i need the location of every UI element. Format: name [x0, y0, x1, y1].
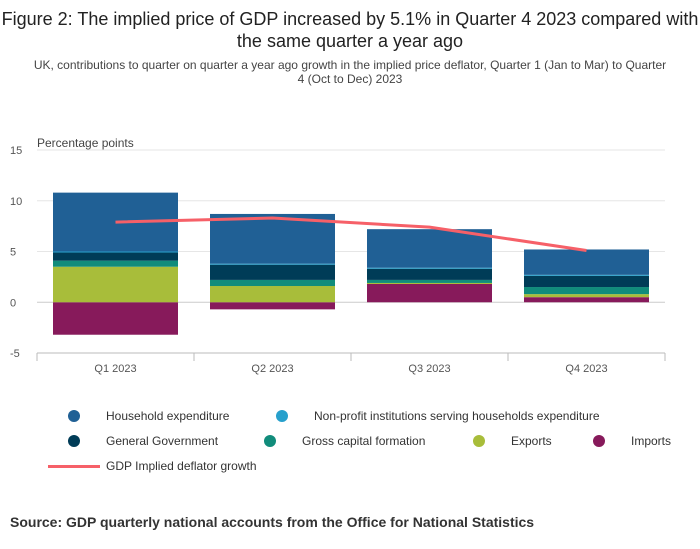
- legend-label: Imports: [631, 434, 672, 448]
- bar-segment: [210, 286, 335, 303]
- bar-segment: [53, 266, 178, 303]
- bar-segment: [524, 294, 649, 298]
- legend-label: Non-profit institutions serving househol…: [314, 409, 600, 423]
- bar-segment: [524, 274, 649, 276]
- legend-swatch: [68, 410, 80, 422]
- bar-segment: [367, 267, 492, 269]
- bar-segment: [53, 252, 178, 261]
- bar-segment: [210, 263, 335, 265]
- y-tick-label: 10: [10, 196, 22, 208]
- bar-segment: [53, 251, 178, 253]
- bar-segment: [524, 297, 649, 303]
- bar-segment: [367, 283, 492, 303]
- y-tick-label: -5: [10, 348, 20, 360]
- legend-swatch: [593, 435, 605, 447]
- source-note: Source: GDP quarterly national accounts …: [10, 514, 535, 530]
- legend-swatch: [264, 435, 276, 447]
- gdp-deflator-line: [115, 216, 587, 252]
- bar-segment: [210, 213, 335, 264]
- bar-segment: [210, 279, 335, 287]
- legend-swatch: [473, 435, 485, 447]
- bar-chart: 15 10 5 0 -5 Q1 2023 Q2 2023 Q3 2023 Q4 2023: [10, 145, 666, 375]
- bar-segment: [367, 229, 492, 268]
- legend-label: Exports: [511, 434, 552, 448]
- legend-line-swatch: [48, 464, 100, 468]
- legend-item: Exports: [473, 434, 552, 448]
- bar-segment: [53, 260, 178, 267]
- chart-title: Figure 2: The implied price of GDP incre…: [1, 9, 699, 51]
- y-tick-label: 5: [10, 247, 16, 259]
- legend-item: Gross capital formation: [264, 434, 425, 448]
- legend-item: Non-profit institutions serving househol…: [276, 409, 600, 423]
- y-axis-label: Percentage points: [37, 136, 134, 150]
- legend-item: Imports: [593, 434, 671, 448]
- bar-segment: [524, 287, 649, 295]
- legend-swatch: [276, 410, 288, 422]
- bar-segment: [524, 275, 649, 288]
- legend-item-line: GDP Implied deflator growth: [48, 459, 257, 473]
- legend-item: Household expenditure: [68, 409, 229, 423]
- bar-segment: [367, 279, 492, 283]
- x-tick-label: Q3 2023: [408, 363, 450, 375]
- x-tick-label: Q4 2023: [565, 363, 607, 375]
- bar-segment: [367, 268, 492, 280]
- legend-item: General Government: [68, 434, 218, 448]
- bar-segment: [210, 302, 335, 310]
- bar-segment: [53, 302, 178, 335]
- y-tick-label: 15: [10, 145, 22, 157]
- legend-label: GDP Implied deflator growth: [106, 459, 257, 473]
- legend-label: Household expenditure: [106, 409, 230, 423]
- bar-segment: [524, 249, 649, 275]
- x-tick-label: Q1 2023: [94, 363, 136, 375]
- y-tick-label: 0: [10, 297, 16, 309]
- legend-label: Gross capital formation: [302, 434, 426, 448]
- legend-swatch: [68, 435, 80, 447]
- legend-label: General Government: [106, 434, 219, 448]
- bar-segment: [210, 264, 335, 280]
- chart-subtitle: UK, contributions to quarter on quarter …: [33, 58, 667, 86]
- bar-segment: [367, 282, 492, 284]
- x-tick-label: Q2 2023: [251, 363, 293, 375]
